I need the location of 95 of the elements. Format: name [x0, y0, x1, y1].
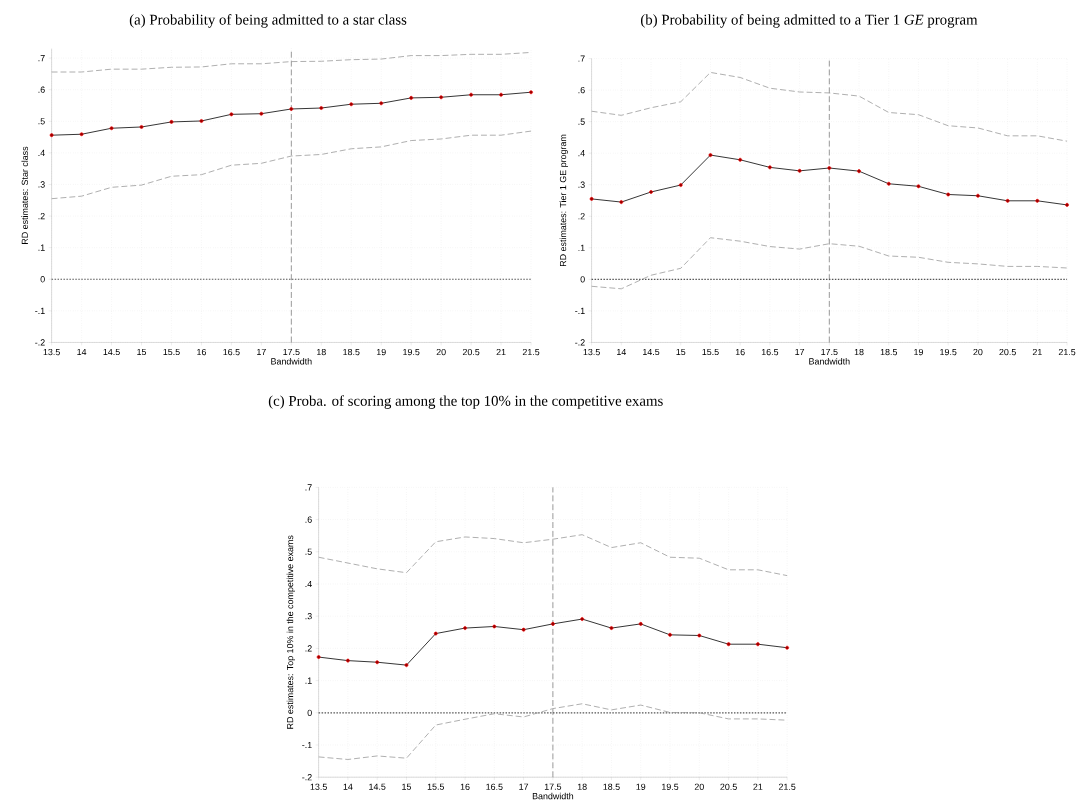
x-tick-label: 21	[1032, 348, 1042, 356]
x-tick-label: 16.5	[761, 348, 779, 356]
y-tick-label: -.2	[302, 774, 312, 781]
y-tick-label: .6	[38, 86, 45, 93]
x-tick-label: 17	[519, 783, 529, 790]
x-tick-label: 15	[676, 348, 686, 356]
x-tick-label: 20	[694, 783, 704, 790]
x-tick-label: 19.5	[940, 348, 957, 356]
x-tick-label: 18	[317, 348, 326, 356]
x-tick-label: 20	[973, 348, 983, 356]
line-series	[51, 52, 532, 73]
line-series	[591, 72, 1068, 142]
line-series	[591, 237, 1068, 290]
line-series	[318, 703, 788, 760]
x-tick-label: 19.5	[662, 783, 679, 790]
y-tick-label: 0	[580, 276, 585, 283]
x-tick-label: 21	[496, 348, 506, 356]
x-tick-label: 14	[343, 783, 353, 790]
x-tick-label: 19	[376, 348, 386, 356]
y-tick-label: -.1	[302, 741, 312, 749]
x-tick-label: 21	[753, 783, 763, 790]
x-tick-label: 14.5	[103, 348, 120, 356]
x-tick-label: 16.5	[486, 783, 503, 790]
line-series	[51, 130, 532, 200]
x-tick-label: 19	[636, 783, 646, 790]
y-tick-label: .1	[578, 244, 585, 251]
x-tick-label: 18	[854, 348, 864, 356]
y-tick-label: .7	[38, 55, 45, 62]
y-tick-label: -.2	[35, 339, 45, 346]
y-tick-label: .3	[38, 181, 45, 188]
x-tick-label: 16	[460, 783, 470, 790]
y-tick-label: -.1	[35, 307, 45, 314]
y-tick-label: .7	[578, 55, 585, 62]
x-tick-label: 14.5	[369, 783, 386, 790]
x-tick-label: 20.5	[999, 348, 1016, 356]
x-tick-label: 15.5	[427, 783, 445, 790]
x-axis-title: Bandwidth	[532, 792, 574, 800]
y-tick-label: -.2	[575, 339, 585, 346]
x-tick-label: 19	[914, 348, 923, 356]
y-tick-label: .3	[305, 613, 312, 620]
y-axis-title: RD estimates: Star class	[21, 146, 28, 244]
y-tick-label: .6	[578, 86, 585, 94]
x-tick-label: 19.5	[403, 348, 420, 356]
y-tick-label: .2	[578, 213, 585, 220]
x-tick-label: 18.5	[603, 783, 620, 790]
y-tick-label: .1	[38, 244, 45, 251]
y-tick-label: .6	[305, 516, 312, 523]
y-axis-title: RD estimates: Top 10% in the competitive exams	[286, 535, 295, 729]
x-tick-label: 15.5	[163, 348, 180, 356]
y-tick-label: .1	[305, 677, 312, 684]
y-tick-label: .5	[578, 118, 585, 125]
x-tick-label: 17.5	[544, 783, 562, 790]
x-tick-label: 21.5	[1058, 348, 1076, 356]
x-tick-label: 18	[577, 783, 587, 790]
x-tick-label: 21.5	[522, 348, 540, 356]
chart-title: (b) Probability of being admitted to a Tier 1 GE program	[640, 14, 978, 28]
y-tick-label: 0	[40, 276, 45, 283]
x-tick-label: 14	[77, 348, 87, 356]
y-tick-label: .5	[38, 118, 45, 125]
x-tick-label: 15	[137, 348, 147, 356]
y-tick-label: .3	[578, 181, 585, 188]
y-tick-label: .5	[305, 548, 312, 555]
x-tick-label: 17	[795, 348, 805, 356]
x-tick-label: 16	[197, 348, 206, 356]
x-tick-label: 13.5	[583, 348, 600, 356]
x-tick-label: 14	[617, 348, 626, 356]
y-tick-label: .2	[305, 645, 312, 652]
x-tick-label: 13.5	[43, 348, 60, 356]
x-tick-label: 21.5	[778, 783, 796, 790]
y-tick-label: .7	[305, 484, 312, 491]
x-axis-title: Bandwidth	[809, 358, 850, 365]
x-tick-label: 18.5	[880, 348, 898, 356]
x-tick-label: 17.5	[821, 348, 838, 356]
x-tick-label: 15.5	[702, 348, 719, 356]
x-tick-label: 15	[402, 783, 412, 790]
x-tick-label: 16	[735, 348, 745, 356]
y-tick-label: .2	[38, 212, 45, 220]
x-tick-label: 17	[257, 348, 266, 356]
y-tick-label: .4	[578, 150, 585, 157]
y-axis-title: RD estimates: Tier 1 GE program	[559, 134, 568, 267]
x-tick-label: 20	[436, 348, 446, 356]
x-tick-label: 13.5	[310, 783, 327, 790]
y-tick-label: .4	[38, 149, 45, 156]
y-tick-label: 0	[307, 709, 312, 716]
x-tick-label: 18.5	[343, 348, 360, 356]
x-tick-label: 20.5	[720, 783, 737, 790]
x-tick-label: 17.5	[283, 348, 300, 356]
x-tick-label: 16.5	[223, 348, 240, 356]
y-tick-label: -.1	[575, 307, 585, 314]
x-tick-label: 14.5	[643, 348, 660, 356]
x-axis-title: Bandwidth	[271, 358, 312, 365]
chart-title: (a) Probability of being admitted to a star class	[129, 14, 407, 28]
y-tick-label: .4	[305, 580, 312, 588]
x-tick-label: 20.5	[462, 348, 480, 356]
chart-title: (c) Proba. of scoring among the top 10% in the competitive exams	[268, 395, 663, 409]
